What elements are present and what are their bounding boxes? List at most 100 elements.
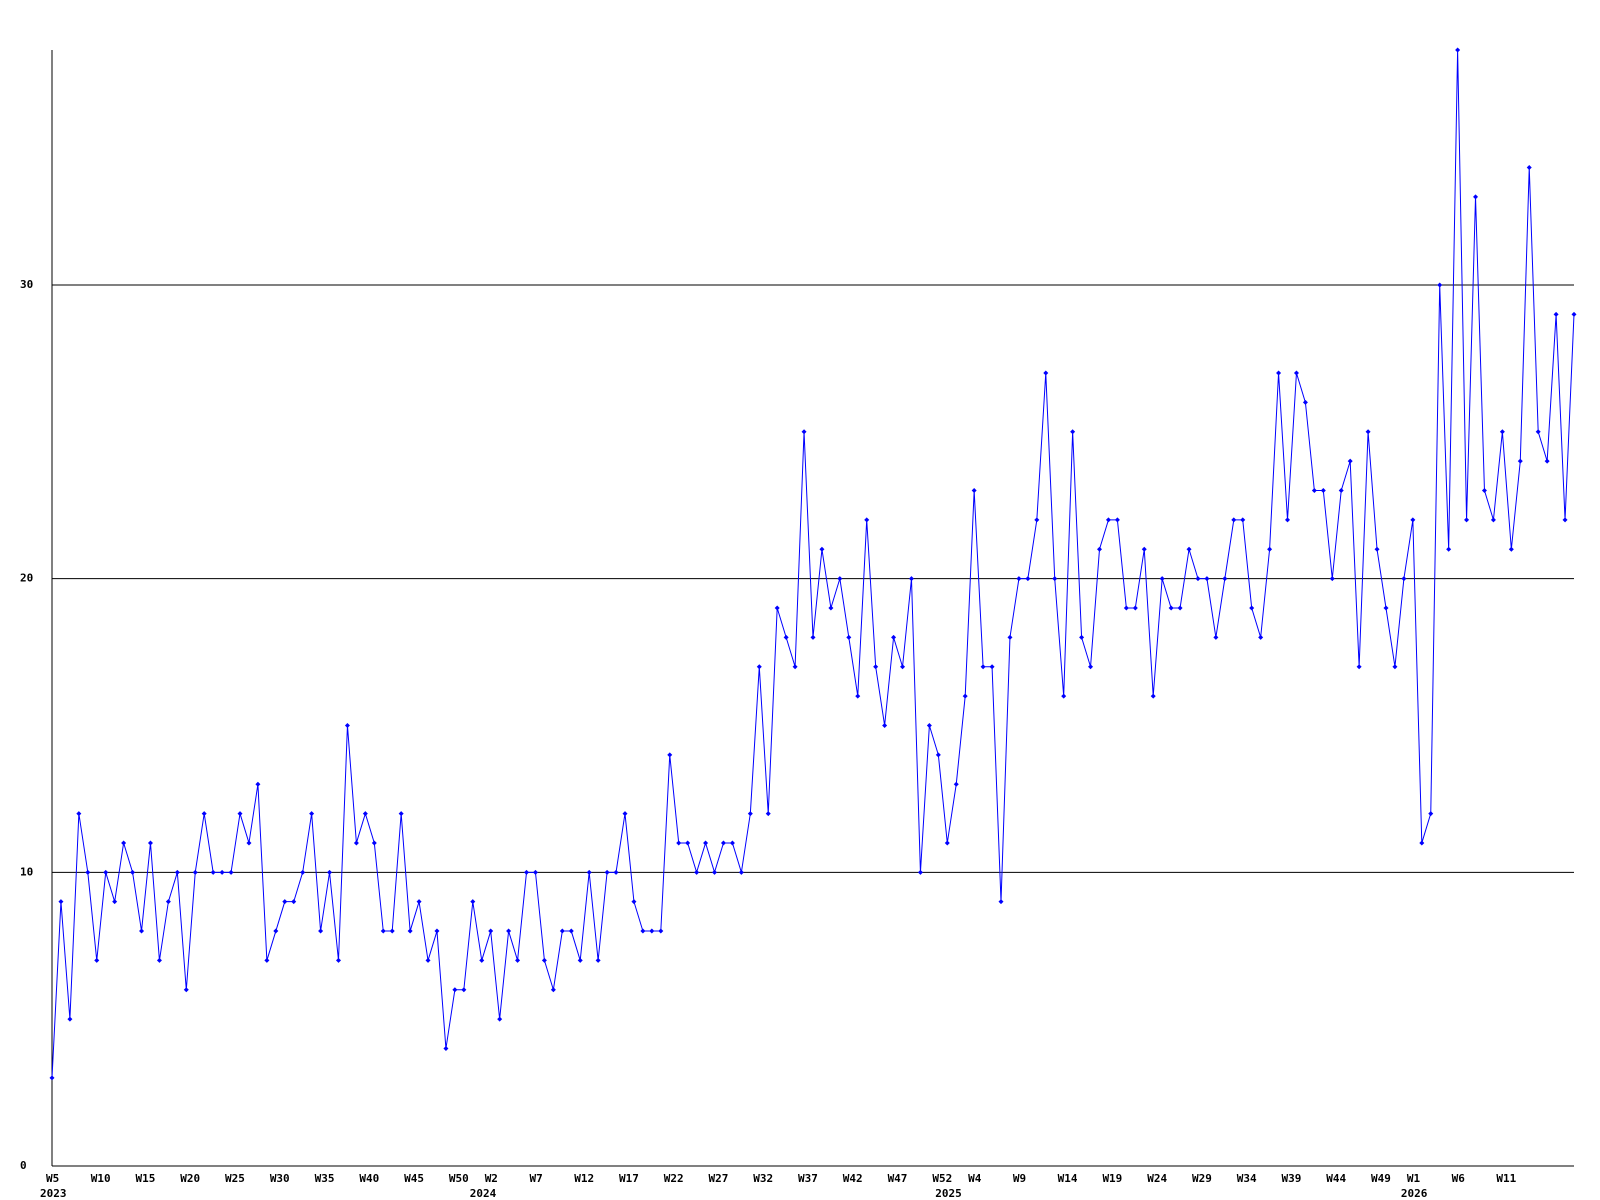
point-marker [801, 429, 807, 435]
point-marker [1043, 370, 1049, 376]
point-marker [729, 840, 735, 846]
point-marker [712, 869, 718, 875]
x-tick-label: W35 [315, 1172, 335, 1185]
point-marker [1490, 517, 1496, 523]
point-marker [1347, 458, 1353, 464]
point-marker [900, 664, 906, 670]
point-marker [1401, 576, 1407, 582]
x-tick-label: W32 [753, 1172, 773, 1185]
point-marker [497, 1016, 503, 1022]
point-marker [864, 517, 870, 523]
x-tick-label: W20 [180, 1172, 200, 1185]
point-marker [1320, 488, 1326, 494]
point-marker [121, 840, 127, 846]
point-marker [1571, 311, 1577, 317]
point-marker [891, 634, 897, 640]
x-tick-label: W19 [1102, 1172, 1122, 1185]
point-marker [389, 928, 395, 934]
y-tick-label: 20 [20, 572, 33, 585]
point-marker [828, 605, 834, 611]
point-marker [85, 869, 91, 875]
point-marker [309, 811, 315, 817]
point-marker [1473, 194, 1479, 200]
point-marker [1517, 458, 1523, 464]
point-marker [1096, 546, 1102, 552]
point-marker [425, 957, 431, 963]
point-marker [1204, 576, 1210, 582]
point-marker [1061, 693, 1067, 699]
point-marker [783, 634, 789, 640]
point-marker [541, 957, 547, 963]
point-marker [765, 811, 771, 817]
point-marker [846, 634, 852, 640]
x-tick-label: W37 [798, 1172, 818, 1185]
point-marker [1365, 429, 1371, 435]
point-marker [1088, 664, 1094, 670]
point-marker [926, 722, 932, 728]
point-marker [1150, 693, 1156, 699]
point-marker [1213, 634, 1219, 640]
point-marker [855, 693, 861, 699]
point-marker [908, 576, 914, 582]
point-marker [371, 840, 377, 846]
point-marker [1499, 429, 1505, 435]
point-marker [327, 869, 333, 875]
point-marker [1508, 546, 1514, 552]
point-marker [488, 928, 494, 934]
point-marker [1168, 605, 1174, 611]
y-tick-label: 10 [20, 865, 33, 878]
point-marker [506, 928, 512, 934]
point-marker [255, 781, 261, 787]
point-marker [792, 664, 798, 670]
point-marker [1159, 576, 1165, 582]
point-marker [1481, 488, 1487, 494]
point-marker [1258, 634, 1264, 640]
point-marker [1383, 605, 1389, 611]
x-tick-label: W24 [1147, 1172, 1167, 1185]
x-tick-label: W52 [932, 1172, 952, 1185]
point-marker [416, 899, 422, 905]
point-marker [94, 957, 100, 963]
point-marker [720, 840, 726, 846]
point-marker [980, 664, 986, 670]
point-marker [1562, 517, 1568, 523]
point-marker [273, 928, 279, 934]
point-marker [1338, 488, 1344, 494]
point-marker [174, 869, 180, 875]
point-marker [1007, 634, 1013, 640]
point-marker [756, 664, 762, 670]
point-marker [649, 928, 655, 934]
point-marker [130, 869, 136, 875]
point-marker [703, 840, 709, 846]
point-marker [1428, 811, 1434, 817]
point-marker [1267, 546, 1273, 552]
point-marker [524, 869, 530, 875]
point-marker [971, 488, 977, 494]
point-marker [917, 869, 923, 875]
x-tick-label: W2 [485, 1172, 498, 1185]
x-tick-label: W25 [225, 1172, 245, 1185]
point-marker [613, 869, 619, 875]
point-marker [353, 840, 359, 846]
point-marker [1123, 605, 1129, 611]
point-marker [944, 840, 950, 846]
point-marker [1141, 546, 1147, 552]
point-marker [998, 899, 1004, 905]
point-marker [344, 722, 350, 728]
point-marker [201, 811, 207, 817]
point-marker [738, 869, 744, 875]
point-marker [300, 869, 306, 875]
point-marker [1016, 576, 1022, 582]
x-tick-label: W45 [404, 1172, 424, 1185]
point-marker [1186, 546, 1192, 552]
x-tick-label: W11 [1496, 1172, 1516, 1185]
x-tick-label: W34 [1237, 1172, 1257, 1185]
point-marker [595, 957, 601, 963]
point-marker [1052, 576, 1058, 582]
point-marker [219, 869, 225, 875]
point-marker [837, 576, 843, 582]
x-tick-label: W47 [888, 1172, 908, 1185]
point-marker [515, 957, 521, 963]
point-marker [1249, 605, 1255, 611]
